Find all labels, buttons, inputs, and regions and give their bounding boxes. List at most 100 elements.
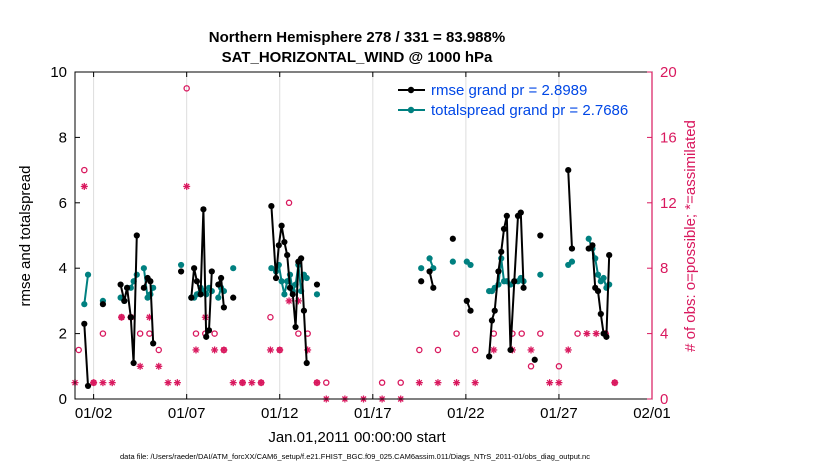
x-tick-label: 01/02	[75, 405, 113, 422]
x-tick-label: 01/12	[261, 405, 299, 422]
rmse-point	[531, 356, 538, 363]
rmse-point	[313, 281, 321, 288]
obs-assimilated-stroke	[155, 363, 162, 370]
obs-assimilated-marker	[257, 379, 265, 387]
rmse-point	[230, 294, 237, 301]
rmse-point	[498, 248, 505, 255]
y-left-tick-label: 8	[59, 129, 67, 146]
obs-possible-marker	[378, 379, 386, 386]
spread-point	[81, 301, 88, 308]
y-left-tick-label: 0	[59, 391, 67, 408]
spread-point	[84, 271, 92, 278]
obs-assimilated-marker	[192, 346, 200, 354]
obs-assimilated-stroke	[416, 379, 423, 386]
rmse-point	[130, 359, 137, 367]
rmse-point	[430, 284, 437, 291]
obs-possible-marker	[471, 346, 479, 354]
y-right-tick-label: 16	[660, 129, 677, 146]
x-axis-label: Jan.01,2011 00:00:00 start	[268, 429, 446, 446]
x-tick-label: 01/07	[168, 405, 206, 422]
y-axis-left-label: rmse and totalspread	[17, 166, 34, 307]
rmse-point	[503, 212, 510, 219]
spread-point	[177, 261, 185, 269]
obs-assimilated-stroke	[546, 379, 553, 386]
obs-assimilated-marker	[229, 379, 237, 387]
obs-assimilated-stroke	[555, 379, 562, 386]
y-right-tick-label: 12	[660, 195, 677, 212]
rmse-point	[486, 353, 493, 360]
obs-assimilated-marker	[183, 182, 191, 190]
rmse-point	[418, 278, 425, 285]
obs-possible-marker	[81, 166, 88, 174]
obs-assimilated-stroke	[611, 379, 618, 386]
rmse-point	[298, 255, 305, 262]
rmse-point	[188, 294, 195, 301]
obs-assimilated-marker	[99, 379, 107, 387]
obs-possible-marker	[416, 346, 423, 354]
obs-assimilated-stroke	[165, 379, 172, 386]
obs-assimilated-marker	[415, 379, 423, 387]
obs-possible-marker	[397, 379, 404, 386]
y-right-tick-label: 0	[660, 391, 668, 408]
spread-point	[278, 278, 285, 285]
rmse-point	[426, 268, 433, 275]
obs-possible-marker	[155, 346, 163, 354]
obs-assimilated-marker	[471, 379, 479, 387]
spread-point	[215, 294, 222, 301]
obs-assimilated-marker	[611, 379, 619, 387]
obs-assimilated-stroke	[174, 379, 181, 386]
obs-assimilated-marker	[164, 379, 172, 387]
obs-assimilated-marker	[80, 182, 88, 190]
obs-assimilated-marker	[583, 330, 591, 338]
spread-point	[313, 291, 321, 298]
rmse-point	[99, 301, 107, 308]
obs-assimilated-marker	[118, 313, 126, 321]
obs-assimilated-stroke	[220, 346, 227, 353]
rmse-point	[537, 232, 544, 239]
x-tick-label: 01/17	[354, 405, 392, 422]
obs-assimilated-stroke	[183, 183, 190, 190]
obs-assimilated-marker	[220, 346, 228, 354]
spread-point	[426, 255, 433, 262]
rmse-point	[268, 202, 275, 210]
rmse-point	[272, 274, 280, 282]
rmse-point	[275, 242, 282, 249]
rmse-point	[191, 265, 198, 272]
rmse-point	[284, 252, 291, 259]
obs-possible-marker	[99, 330, 107, 337]
obs-assimilated-stroke	[239, 379, 246, 386]
obs-assimilated-stroke	[90, 379, 97, 386]
rmse-point	[218, 274, 225, 282]
rmse-point	[147, 278, 154, 285]
obs-possible-marker	[453, 330, 460, 337]
obs-possible-marker	[267, 313, 274, 321]
spread-point	[467, 261, 474, 269]
obs-possible-marker	[192, 330, 200, 337]
obs-assimilated-marker	[592, 330, 600, 338]
obs-assimilated-stroke	[593, 330, 600, 337]
obs-possible-marker	[537, 330, 544, 337]
rmse-point	[281, 238, 288, 246]
obs-assimilated-marker	[276, 346, 284, 354]
obs-markers	[71, 85, 619, 403]
obs-assimilated-stroke	[109, 379, 116, 386]
y-left-tick-label: 2	[59, 326, 67, 343]
legend-rmse-marker	[407, 86, 415, 94]
obs-assimilated-marker	[173, 379, 181, 387]
obs-assimilated-marker	[248, 379, 256, 387]
obs-assimilated-marker	[313, 379, 321, 387]
obs-assimilated-stroke	[248, 379, 255, 386]
rmse-point	[197, 291, 204, 298]
obs-possible-marker	[434, 346, 442, 354]
spread-point	[230, 265, 237, 272]
obs-possible-marker	[527, 363, 535, 370]
rmse-point	[81, 320, 88, 327]
obs-assimilated-stroke	[434, 379, 441, 386]
obs-assimilated-stroke	[583, 330, 590, 337]
obs-assimilated-marker	[108, 379, 116, 387]
obs-assimilated-stroke	[258, 379, 265, 386]
obs-assimilated-stroke	[472, 379, 479, 386]
rmse-point	[597, 310, 604, 318]
obs-assimilated-marker	[564, 346, 572, 354]
obs-possible-marker	[211, 330, 218, 337]
